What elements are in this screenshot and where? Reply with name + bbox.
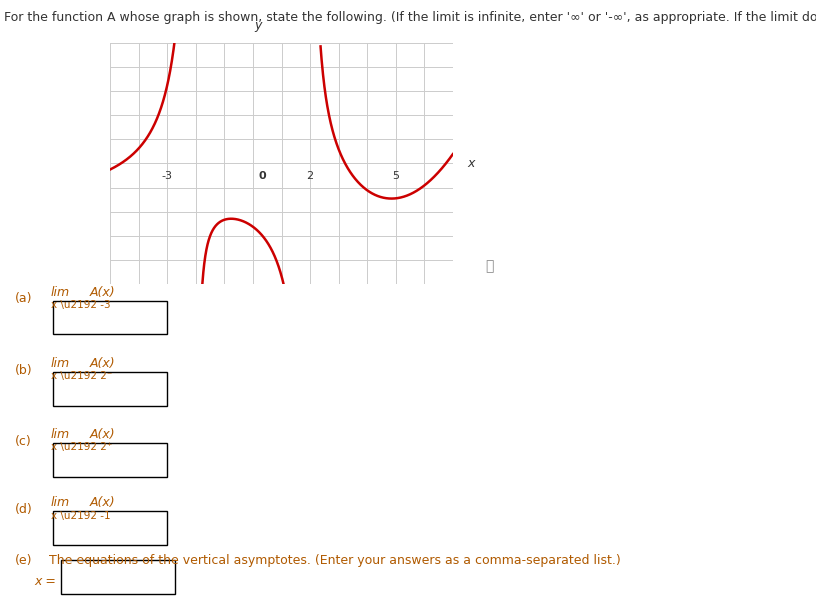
- Text: x =: x =: [34, 575, 56, 588]
- Text: (a): (a): [15, 292, 32, 306]
- Text: A(x): A(x): [90, 357, 115, 370]
- Text: x \u2192 -1: x \u2192 -1: [51, 511, 110, 521]
- Bar: [53, 511, 167, 545]
- Text: 0: 0: [258, 171, 266, 181]
- Text: A(x): A(x): [90, 285, 115, 299]
- Text: (d): (d): [15, 503, 33, 516]
- Text: (b): (b): [15, 364, 33, 377]
- Text: lim: lim: [51, 285, 69, 299]
- Text: (c): (c): [15, 434, 32, 448]
- Bar: [61, 560, 175, 594]
- Text: x \u2192 -3: x \u2192 -3: [51, 300, 110, 310]
- Text: A(x): A(x): [90, 428, 115, 441]
- Text: 5: 5: [392, 171, 399, 181]
- Text: 2: 2: [307, 171, 313, 181]
- Bar: [53, 372, 167, 406]
- Text: lim: lim: [51, 357, 69, 370]
- Text: x \u2192 2⁺: x \u2192 2⁺: [51, 442, 112, 452]
- Text: lim: lim: [51, 496, 69, 510]
- Bar: [53, 443, 167, 477]
- Text: ⓘ: ⓘ: [486, 259, 494, 273]
- Text: x \u2192 2⁻: x \u2192 2⁻: [51, 371, 112, 381]
- Text: x: x: [467, 157, 475, 170]
- Text: A(x): A(x): [90, 496, 115, 510]
- Text: (e): (e): [15, 554, 32, 567]
- Text: The equations of the vertical asymptotes. (Enter your answers as a comma-separat: The equations of the vertical asymptotes…: [49, 554, 621, 567]
- Text: For the function A whose graph is shown, state the following. (If the limit is i: For the function A whose graph is shown,…: [4, 11, 816, 24]
- Bar: [53, 301, 167, 334]
- Text: -3: -3: [162, 171, 173, 181]
- Text: y: y: [255, 19, 262, 32]
- Text: lim: lim: [51, 428, 69, 441]
